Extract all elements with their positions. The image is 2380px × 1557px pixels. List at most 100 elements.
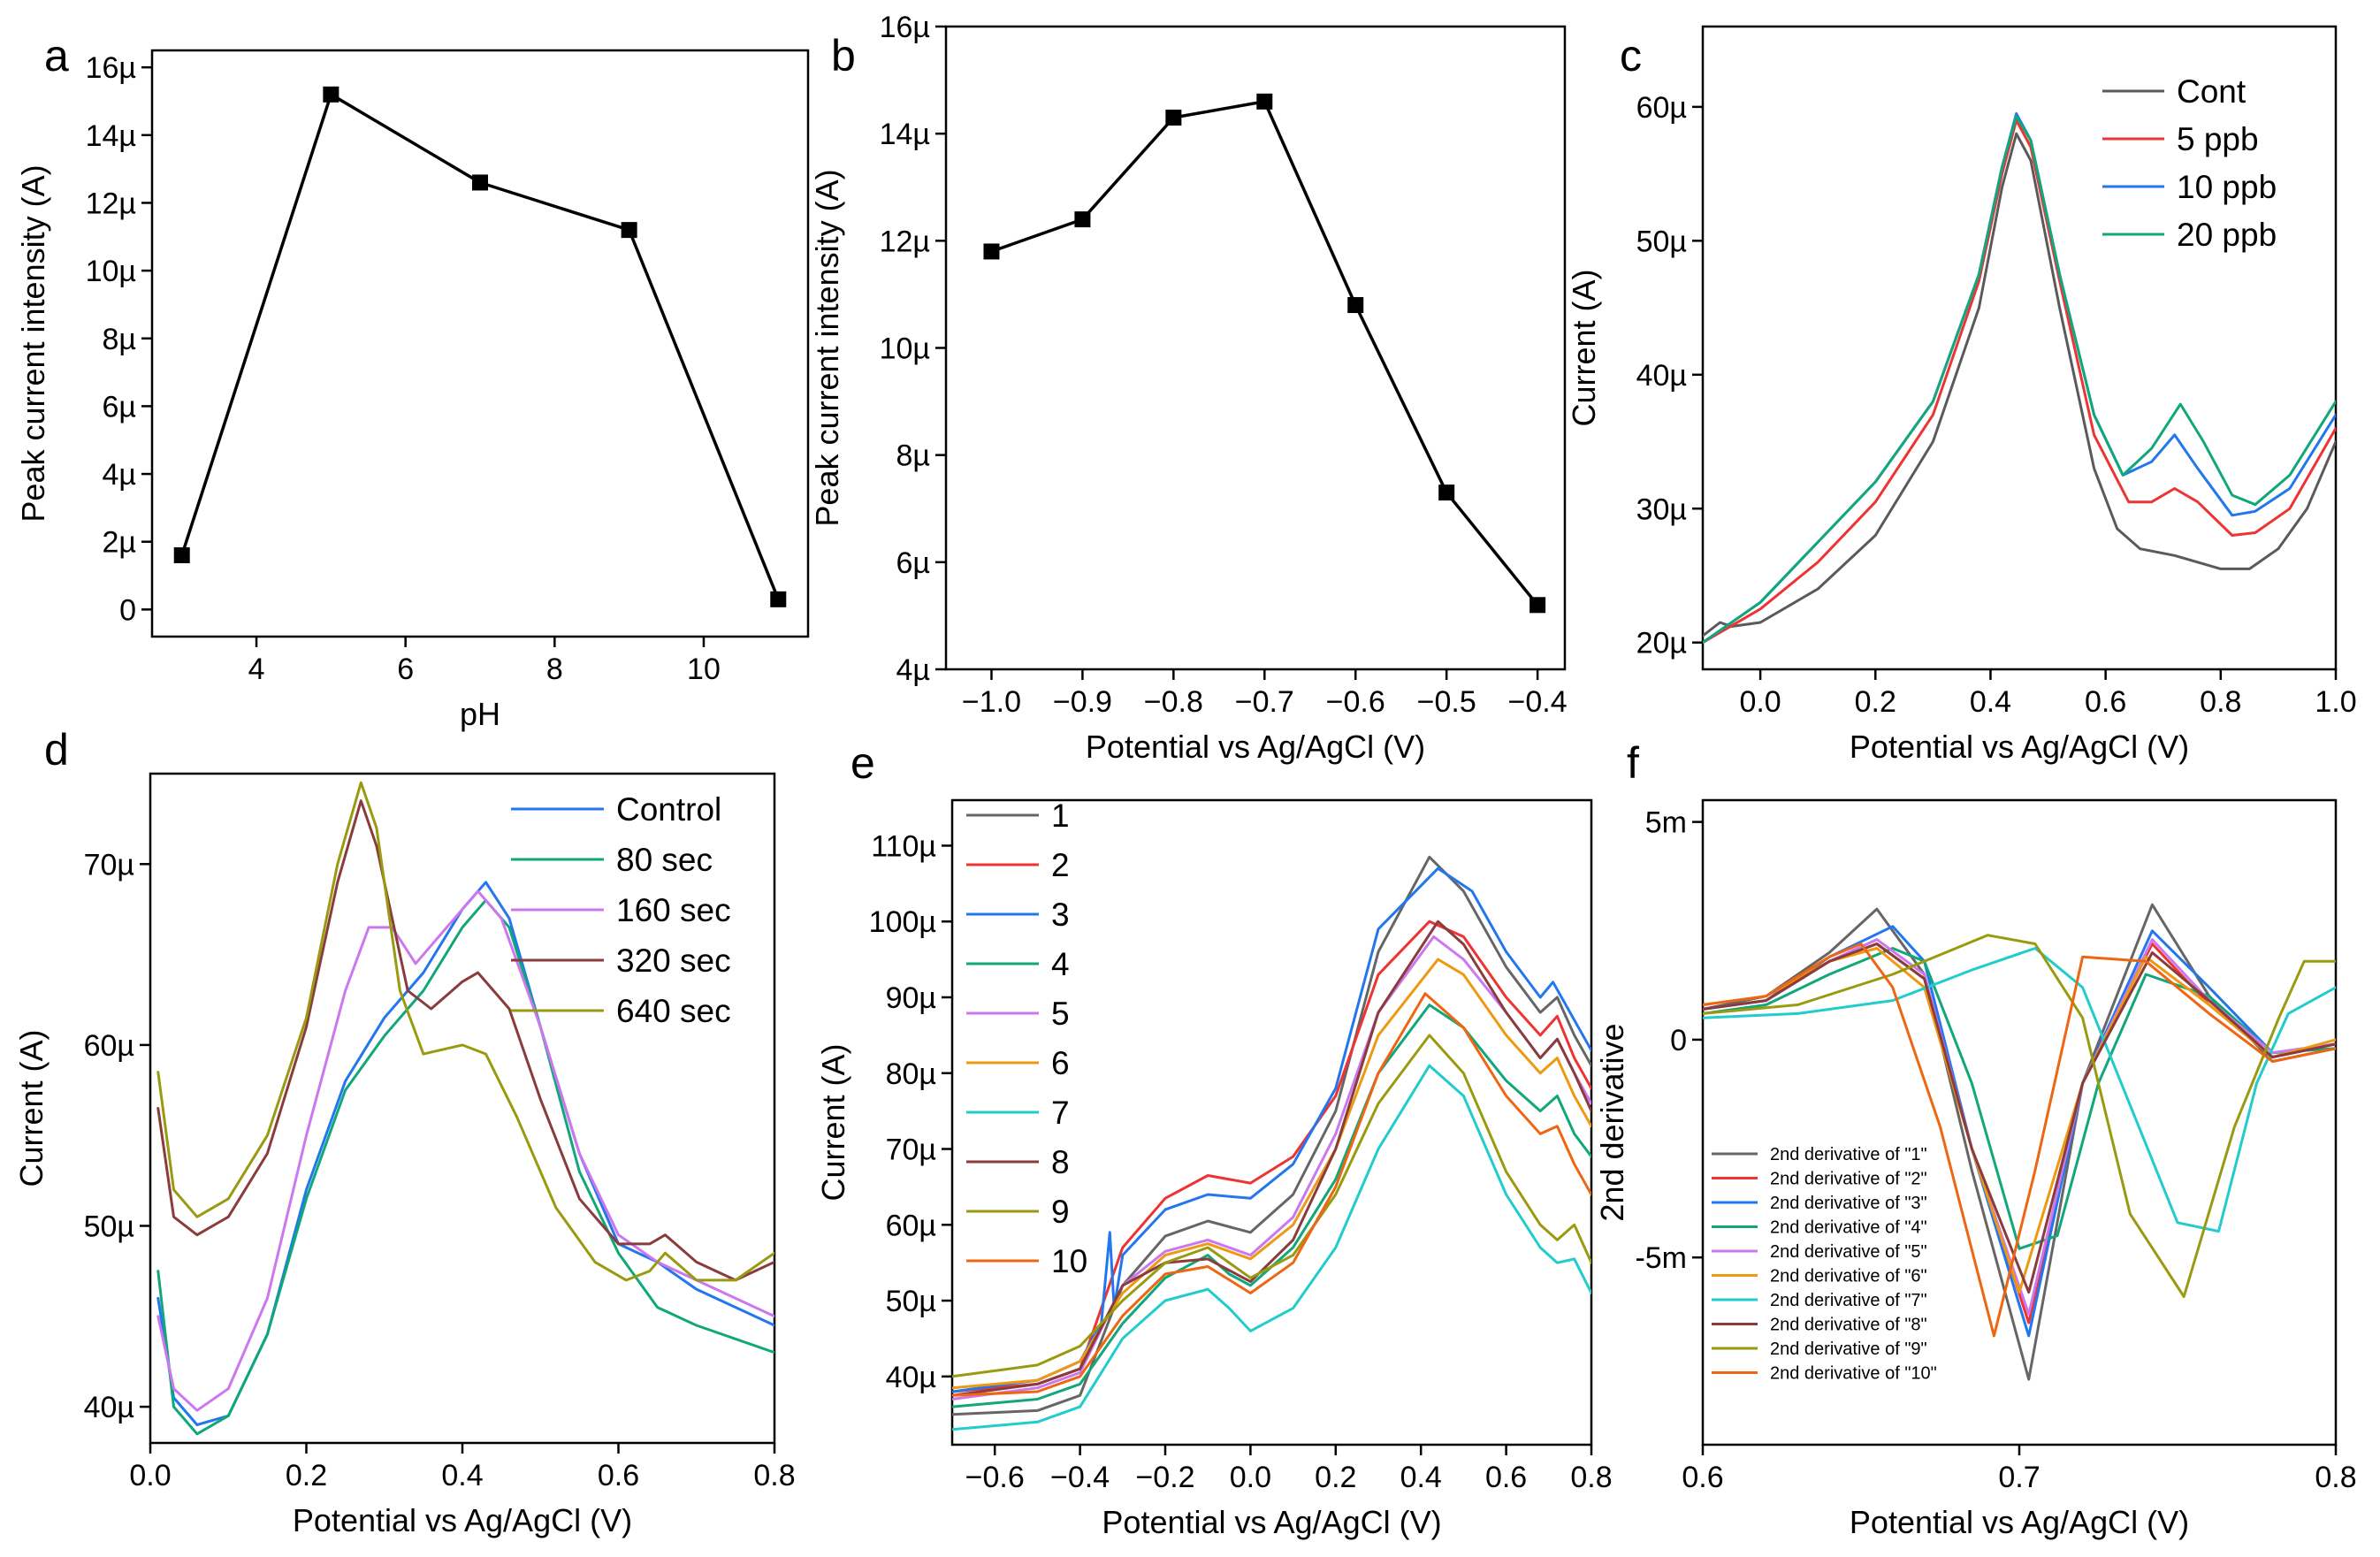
y-tick-label: 60µ [886, 1209, 936, 1242]
y-tick-label: 20µ [1636, 627, 1687, 660]
data-point [983, 243, 1000, 260]
x-tick-label: −0.7 [1235, 685, 1294, 719]
y-tick-label: 16µ [880, 11, 930, 44]
series-line-e-7 [952, 920, 1591, 1397]
panel-letter: a [44, 31, 69, 80]
series-line-e-1 [952, 920, 1591, 1393]
y-tick-label: 50µ [1636, 225, 1687, 258]
panel-letter: d [44, 725, 69, 775]
y-tick-label: 40µ [886, 1361, 936, 1394]
y-axis-label: Current (A) [13, 1029, 50, 1187]
series-line-c-3 [1703, 115, 2336, 645]
y-tick-label: 4µ [896, 653, 931, 687]
y-tick-label: 2µ [103, 526, 137, 560]
legend-label: 2nd derivative of "8" [1770, 1316, 1927, 1335]
x-tick-label: 0.4 [441, 1459, 483, 1492]
y-tick-label: 10µ [86, 255, 136, 288]
axes-frame [150, 49, 810, 638]
legend-label: 2nd derivative of "6" [1770, 1267, 1927, 1286]
legend-label: 20 ppb [2177, 217, 2277, 253]
x-tick-label: 10 [687, 653, 721, 686]
data-layer [156, 781, 774, 1436]
series-line-e-2 [952, 866, 1591, 1393]
x-tick-label: −0.8 [1144, 685, 1203, 719]
y-tick-label: 14µ [880, 118, 930, 151]
x-tick-label: 0.6 [1682, 1461, 1723, 1494]
x-tick-label: −0.2 [1135, 1461, 1194, 1494]
x-tick-label: −0.6 [965, 1461, 1025, 1494]
legend-label: 8 [1051, 1144, 1070, 1180]
legend: 1 2 3 4 5 6 7 8 9 10 [966, 798, 1087, 1279]
x-tick-label: 0.6 [1485, 1461, 1527, 1494]
legend-label: 160 sec [616, 892, 731, 928]
data-point [621, 222, 637, 239]
x-tick-label: 0.0 [129, 1459, 171, 1492]
series-line-d-3 [156, 799, 774, 1282]
y-tick-label: 10µ [880, 332, 930, 366]
x-tick-label: −0.9 [1053, 685, 1112, 719]
y-axis-label: Peak current intensity (A) [809, 169, 845, 526]
x-tick-label: 0.7 [1998, 1461, 2040, 1494]
y-axis-label: Current (A) [1566, 269, 1602, 426]
y-tick-label: 70µ [84, 848, 134, 882]
x-tick-label: 0.0 [1230, 1461, 1271, 1494]
legend-label: 2nd derivative of "4" [1770, 1218, 1927, 1238]
legend-label: 1 [1051, 798, 1070, 834]
x-tick-label: 8 [546, 653, 563, 686]
legend-label: 10 [1051, 1243, 1087, 1279]
data-layer [952, 855, 1591, 1431]
y-tick-label: 8µ [896, 439, 931, 473]
x-axis-label: Potential vs Ag/AgCl (V) [1850, 729, 2189, 765]
legend-label: 9 [1051, 1194, 1070, 1230]
data-point [173, 547, 190, 564]
y-tick-label: 50µ [886, 1285, 936, 1318]
panel-letter: c [1620, 31, 1642, 80]
y-tick-label: 40µ [1636, 359, 1687, 393]
x-tick-label: 6 [397, 653, 414, 686]
y-tick-label: 0 [119, 593, 136, 627]
x-axis-label: Potential vs Ag/AgCl (V) [293, 1502, 632, 1538]
series-line-f-9 [1703, 943, 2336, 1338]
x-tick-label: −0.6 [1326, 685, 1385, 719]
panel-e: −0.6 −0.4 −0.2 0.0 0.2 0.4 0.6 0.8 40µ 50µ 60µ 70µ 8… [815, 738, 1613, 1540]
y-tick-label: 16µ [86, 51, 136, 85]
legend-label: 640 sec [616, 993, 731, 1029]
series-line-f-6 [1703, 947, 2336, 1233]
data-layer [1703, 903, 2336, 1381]
y-axis-label: 2nd derivative [1594, 1023, 1630, 1221]
series-line-e-8 [952, 1034, 1591, 1378]
legend-label: 5 ppb [2177, 121, 2259, 157]
series-line-e-6 [952, 1064, 1591, 1431]
panel-d: 0.0 0.2 0.4 0.6 0.8 40µ 50µ 60µ 70µ Potential vs … [13, 725, 796, 1538]
y-tick-label: -5m [1635, 1241, 1687, 1275]
series-line-e-0 [952, 855, 1591, 1416]
x-tick-label: 0.6 [598, 1459, 639, 1492]
x-tick-label: −1.0 [962, 685, 1021, 719]
legend-label: 2nd derivative of "5" [1770, 1242, 1927, 1262]
legend: Cont 5 ppb 10 ppb 20 ppb [2102, 73, 2277, 253]
x-tick-label: 4 [248, 653, 265, 686]
legend-label: 2nd derivative of "3" [1770, 1194, 1927, 1213]
legend-label: 6 [1051, 1045, 1070, 1081]
x-tick-label: 0.6 [2085, 685, 2126, 719]
data-layer [1703, 111, 2336, 645]
data-point [323, 86, 339, 103]
y-axis-label: Current (A) [815, 1043, 851, 1201]
data-point [1438, 485, 1455, 501]
panel-letter: e [851, 738, 875, 788]
x-tick-label: −0.4 [1050, 1461, 1110, 1494]
y-axis-label: Peak current intensity (A) [15, 164, 51, 522]
x-tick-label: 0.2 [286, 1459, 327, 1492]
legend-label: Cont [2177, 73, 2247, 110]
y-tick-label: 70µ [886, 1133, 936, 1167]
x-tick-label: 0.0 [1739, 685, 1781, 719]
y-tick-label: 6µ [103, 390, 137, 424]
legend-label: 2nd derivative of "9" [1770, 1339, 1927, 1359]
series-line-d-2 [156, 889, 774, 1412]
series-line-f-3 [1703, 947, 2336, 1250]
y-tick-label: 8µ [103, 323, 137, 356]
legend-label: 320 sec [616, 943, 731, 979]
data-point [770, 591, 787, 607]
y-tick-label: 60µ [1636, 91, 1687, 125]
